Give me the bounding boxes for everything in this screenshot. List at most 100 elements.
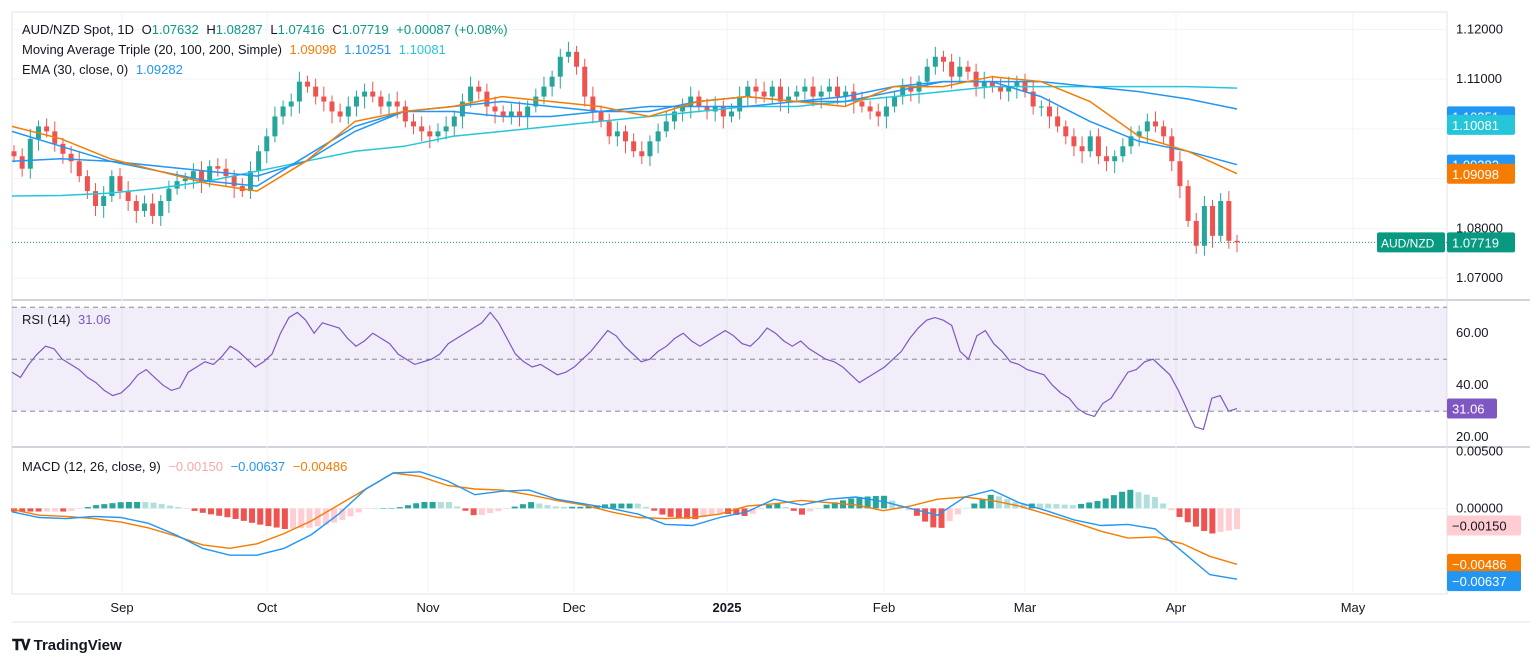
macd-histogram-bar bbox=[651, 508, 658, 511]
candle bbox=[362, 83, 368, 109]
candle bbox=[117, 168, 123, 200]
macd-histogram-bar bbox=[1020, 503, 1027, 509]
candle bbox=[11, 145, 17, 163]
candle bbox=[1210, 200, 1216, 248]
rsi-label: RSI (14) bbox=[22, 312, 71, 327]
candle-body bbox=[394, 101, 400, 107]
macd-histogram-bar bbox=[946, 508, 953, 522]
ma200-value: 1.10081 bbox=[398, 42, 446, 57]
candle-body bbox=[93, 191, 99, 206]
macd-histogram-bar bbox=[544, 505, 551, 509]
candle-body bbox=[411, 121, 417, 127]
candle-body bbox=[125, 191, 131, 202]
candle-body bbox=[810, 86, 816, 97]
candle bbox=[296, 71, 302, 114]
macd-histogram-bar bbox=[823, 504, 830, 509]
candle-body bbox=[435, 131, 441, 137]
candle-body bbox=[981, 81, 987, 87]
macd-histogram-bar bbox=[938, 508, 945, 528]
candle bbox=[337, 103, 343, 123]
macd-histogram-bar bbox=[207, 508, 214, 515]
candle-body bbox=[264, 136, 270, 152]
tradingview-logo[interactable]: 𝐓𝐕 TradingView bbox=[12, 637, 122, 654]
macd-histogram-bar bbox=[954, 508, 961, 515]
price-axis-tag-label: 1.09098 bbox=[1452, 167, 1499, 182]
macd-histogram-bar bbox=[749, 508, 756, 514]
candle-body bbox=[133, 201, 139, 211]
candle bbox=[207, 160, 213, 188]
macd-histogram-bar bbox=[552, 506, 559, 509]
candle bbox=[264, 128, 270, 164]
rsi-axis-tag bbox=[1447, 398, 1497, 419]
candle-body bbox=[1226, 201, 1232, 241]
macd-histogram-bar bbox=[700, 508, 707, 518]
macd-histogram-bar bbox=[183, 508, 190, 509]
candle bbox=[761, 81, 767, 103]
macd-histogram-bar bbox=[1086, 502, 1093, 509]
symbol-tag-label: AUD/NZD bbox=[1381, 236, 1435, 250]
candle-body bbox=[288, 101, 294, 107]
candle bbox=[900, 78, 906, 105]
candle bbox=[908, 76, 914, 102]
candle bbox=[1055, 106, 1061, 133]
macd-histogram-bar bbox=[585, 506, 592, 509]
macd-line bbox=[11, 471, 1238, 580]
macd-histogram-bar bbox=[979, 499, 986, 509]
macd-histogram-bar bbox=[76, 508, 83, 509]
candle bbox=[1177, 151, 1183, 199]
macd-histogram-bar bbox=[273, 508, 280, 528]
ema-label: EMA (30, close, 0) bbox=[22, 62, 129, 77]
candle bbox=[549, 70, 555, 97]
candle-body bbox=[859, 101, 865, 107]
macd-histogram-bar bbox=[569, 506, 576, 509]
candle-body bbox=[427, 131, 433, 137]
candle-body bbox=[867, 106, 873, 112]
macd-histogram-bar bbox=[224, 508, 231, 518]
macd-axis-tag-label: −0.00150 bbox=[1452, 518, 1507, 533]
macd-histogram-bar bbox=[659, 508, 666, 515]
candle-body bbox=[443, 126, 449, 132]
candle bbox=[1087, 130, 1093, 158]
candle bbox=[500, 105, 506, 123]
macd-histogram-bar bbox=[1168, 508, 1175, 511]
macd-histogram-bar bbox=[1209, 508, 1216, 534]
rsi-axis-tag-label: 31.06 bbox=[1452, 401, 1485, 416]
macd-histogram-bar bbox=[963, 507, 970, 509]
candle-body bbox=[794, 91, 800, 97]
macd-histogram-bar bbox=[109, 503, 116, 509]
macd-histogram-bar bbox=[125, 501, 132, 509]
macd-histogram-bar bbox=[27, 508, 34, 512]
candle bbox=[1079, 136, 1085, 164]
macd-tick-label: 0.00000 bbox=[1456, 500, 1503, 515]
candle-body bbox=[606, 121, 612, 137]
candle-body bbox=[1169, 136, 1175, 162]
candle-body bbox=[182, 178, 188, 182]
candle-body bbox=[525, 106, 531, 117]
candle-body bbox=[19, 156, 25, 169]
candle-body bbox=[468, 86, 474, 102]
candle-body bbox=[517, 111, 523, 117]
macd-axis-tag bbox=[1447, 571, 1521, 592]
macd-histogram-bar bbox=[593, 505, 600, 509]
macd-histogram-bar bbox=[101, 504, 108, 509]
candle bbox=[93, 183, 99, 216]
macd-histogram-bar bbox=[643, 506, 650, 509]
candle bbox=[60, 137, 66, 164]
candle-body bbox=[1201, 205, 1207, 246]
ema-legend: EMA (30, close, 0) 1.09282 bbox=[22, 62, 187, 77]
macd-histogram-bar bbox=[971, 503, 978, 509]
macd-histogram-bar bbox=[1225, 508, 1232, 531]
candle-body bbox=[1161, 126, 1167, 137]
candle-body bbox=[957, 66, 963, 77]
macd-histogram-bar bbox=[437, 501, 444, 509]
candle bbox=[598, 105, 604, 128]
macd-histogram-bar bbox=[503, 508, 510, 510]
ma20-value: 1.09098 bbox=[289, 42, 337, 57]
macd-histogram-bar bbox=[733, 508, 740, 516]
macd-histogram-bar bbox=[19, 508, 26, 512]
candle-body bbox=[924, 66, 930, 82]
macd-label: MACD (12, 26, close, 9) bbox=[22, 459, 161, 474]
macd-histogram-bar bbox=[872, 496, 879, 509]
candle bbox=[492, 96, 498, 124]
